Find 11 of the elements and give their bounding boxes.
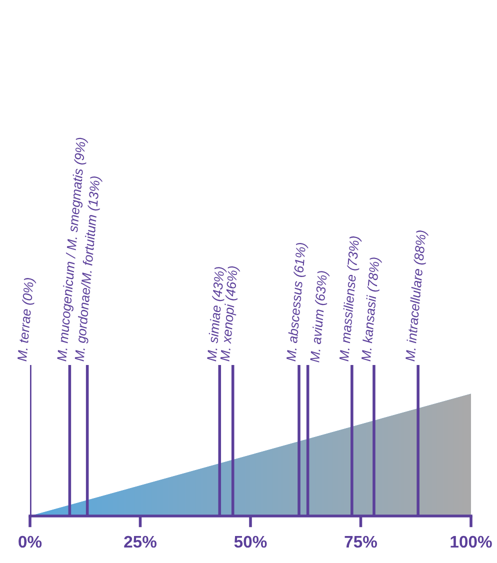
- ref-line-label: M. abscessus (61%): [286, 242, 308, 362]
- x-tick-label: 100%: [450, 536, 492, 548]
- x-tick-label: 75%: [344, 536, 377, 548]
- ref-line-label: M. massiliense (73%): [338, 236, 362, 362]
- ref-line-label: M. kansasii (78%): [360, 257, 382, 362]
- ref-line-label: M. intracellulare (88%): [404, 230, 429, 362]
- x-tick-label: 25%: [124, 536, 156, 548]
- ref-line-label: M. avium (63%): [310, 270, 330, 363]
- x-tick-label: 50%: [234, 536, 267, 548]
- ref-line-label: M. terrae (0%): [16, 278, 36, 362]
- x-tick-label: 0%: [18, 536, 42, 548]
